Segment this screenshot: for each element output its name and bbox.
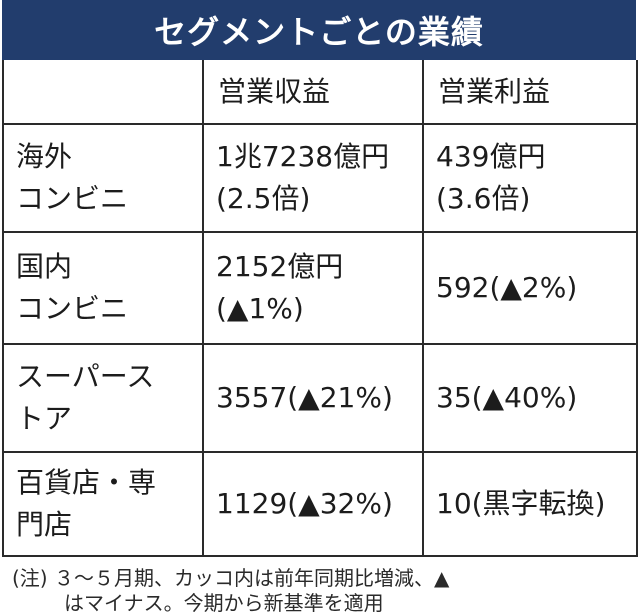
- operating-profit-value: 10(黒字転換): [436, 487, 606, 520]
- revenue-cell: 3557(▲21%): [202, 343, 424, 453]
- operating-profit-cell: 10(黒字転換): [422, 451, 638, 557]
- page-title: セグメントごとの業績: [154, 13, 484, 51]
- operating-profit-value: 439億円: [436, 140, 546, 173]
- operating-profit-cell: 592(▲2%): [422, 231, 638, 345]
- segment-name-line: コンビニ: [16, 292, 129, 325]
- footnote-line: はマイナス。今期から新基準を適用: [64, 591, 384, 615]
- segment-name-cell: 国内 コンビニ: [2, 231, 204, 345]
- revenue-cell: 1129(▲32%): [202, 451, 424, 557]
- segment-name-line: 門店: [16, 508, 73, 541]
- segment-name-line: コンビニ: [16, 182, 129, 215]
- header-cell-operating-profit: 営業利益: [422, 60, 638, 125]
- revenue-cell: 2152億円 (▲1%): [202, 231, 424, 345]
- revenue-value: 2152億円: [216, 250, 344, 283]
- segment-name-cell: 百貨店・専 門店: [2, 451, 204, 557]
- operating-profit-value: 592(▲2%): [436, 271, 578, 304]
- segment-name-line: 百貨店・専: [16, 466, 157, 499]
- revenue-value: 1129(▲32%): [216, 487, 393, 520]
- revenue-cell: 1兆7238億円 (2.5倍): [202, 123, 424, 233]
- table-row: 海外 コンビニ 1兆7238億円 (2.5倍) 439億円 (3.6倍): [2, 123, 638, 233]
- table-row: スーパース トア 3557(▲21%) 35(▲40%): [2, 343, 638, 453]
- table-row: 百貨店・専 門店 1129(▲32%) 10(黒字転換): [2, 451, 638, 557]
- revenue-value: 3557(▲21%): [216, 381, 393, 414]
- operating-profit-change: (3.6倍): [436, 182, 531, 215]
- segment-name-line: トア: [16, 402, 73, 435]
- footnote: (注) ３～５月期、カッコ内は前年同期比増減、▲ はマイナス。今期から新基準を適…: [12, 566, 632, 616]
- operating-profit-cell: 35(▲40%): [422, 343, 638, 453]
- segment-name-line: 国内: [16, 250, 73, 283]
- header-cell-segment: [2, 60, 204, 125]
- table-row: 国内 コンビニ 2152億円 (▲1%) 592(▲2%): [2, 231, 638, 345]
- segment-name-cell: 海外 コンビニ: [2, 123, 204, 233]
- header-cell-revenue: 営業収益: [202, 60, 424, 125]
- segment-name-cell: スーパース トア: [2, 343, 204, 453]
- segment-name-line: スーパース: [16, 360, 155, 393]
- operating-profit-value: 35(▲40%): [436, 381, 578, 414]
- segment-name-line: 海外: [16, 140, 73, 173]
- revenue-change: (▲1%): [216, 292, 304, 325]
- revenue-value: 1兆7238億円: [216, 140, 390, 173]
- footnote-line: (注) ３～５月期、カッコ内は前年同期比増減、▲: [12, 566, 450, 590]
- title-bar: セグメントごとの業績: [2, 0, 636, 60]
- segment-table: 営業収益 営業利益 海外 コンビニ 1兆7238億円 (2.5倍) 439億円 …: [2, 60, 638, 557]
- operating-profit-cell: 439億円 (3.6倍): [422, 123, 638, 233]
- revenue-change: (2.5倍): [216, 182, 311, 215]
- table-header-row: 営業収益 営業利益: [2, 60, 638, 125]
